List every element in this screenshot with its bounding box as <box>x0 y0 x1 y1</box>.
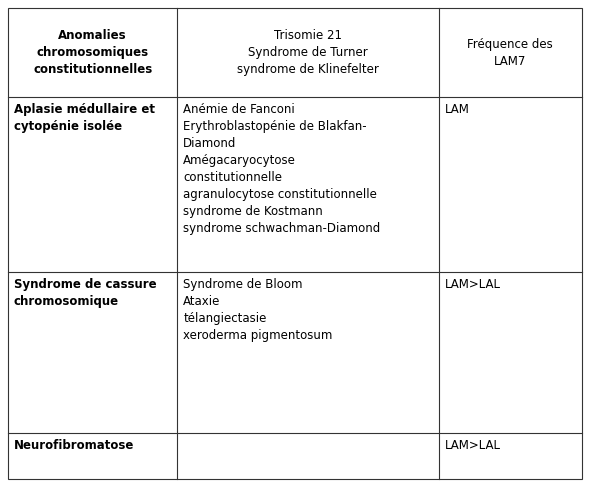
Text: Anomalies
chromosomiques
constitutionnelles: Anomalies chromosomiques constitutionnel… <box>33 29 152 76</box>
Text: Neurofibromatose: Neurofibromatose <box>14 439 135 452</box>
Text: Syndrome de Bloom
Ataxie
télangiectasie
xeroderma pigmentosum: Syndrome de Bloom Ataxie télangiectasie … <box>183 278 333 342</box>
Text: Syndrome de cassure
chromosomique: Syndrome de cassure chromosomique <box>14 278 156 308</box>
Text: Anémie de Fanconi
Erythroblastopénie de Blakfan-
Diamond
Amégacaryocytose
consti: Anémie de Fanconi Erythroblastopénie de … <box>183 103 381 235</box>
Text: LAM>LAL: LAM>LAL <box>444 439 500 452</box>
Text: LAM: LAM <box>444 103 470 116</box>
Text: Fréquence des
LAM7: Fréquence des LAM7 <box>467 37 553 68</box>
Text: Aplasie médullaire et
cytopénie isolée: Aplasie médullaire et cytopénie isolée <box>14 103 155 133</box>
Text: Trisomie 21
Syndrome de Turner
syndrome de Klinefelter: Trisomie 21 Syndrome de Turner syndrome … <box>237 29 379 76</box>
Text: LAM>LAL: LAM>LAL <box>444 278 500 291</box>
